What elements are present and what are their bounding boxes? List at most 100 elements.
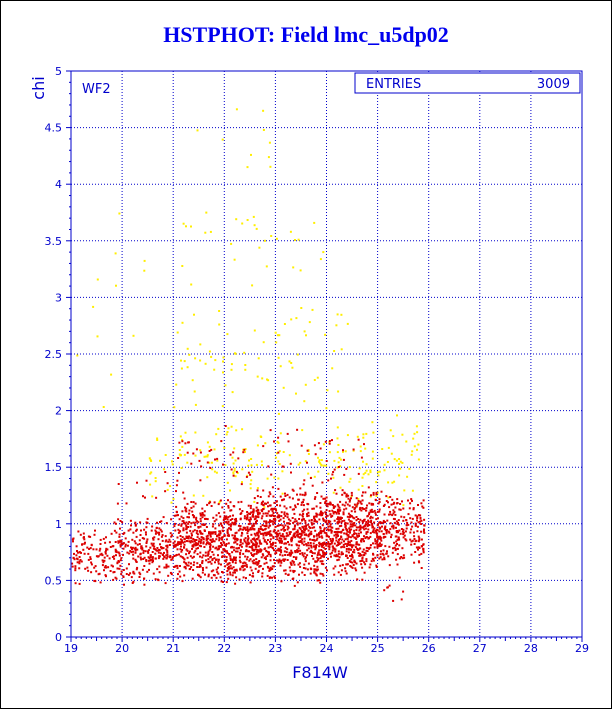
- data-point-red: [186, 540, 189, 543]
- data-point-red: [323, 555, 325, 558]
- data-point-red: [357, 518, 360, 520]
- data-point-yellow: [148, 457, 151, 460]
- data-point-red: [373, 509, 376, 512]
- data-point-yellow: [317, 456, 319, 459]
- data-point-red: [368, 524, 371, 527]
- data-point-red: [178, 543, 181, 545]
- data-point-red: [390, 525, 393, 528]
- data-point-red: [105, 575, 107, 578]
- data-point-yellow: [194, 357, 197, 360]
- data-point-red: [178, 541, 181, 544]
- data-point-red: [199, 514, 202, 517]
- data-point-red: [117, 551, 120, 554]
- data-point-red: [363, 561, 366, 564]
- data-point-red: [327, 479, 330, 482]
- data-point-red: [272, 495, 275, 498]
- data-point-red: [322, 517, 325, 520]
- data-point-red: [162, 557, 165, 560]
- data-point-red: [118, 567, 121, 570]
- data-point-red: [252, 522, 255, 525]
- data-point-red: [350, 548, 353, 551]
- data-point-red: [269, 520, 271, 523]
- data-point-red: [343, 532, 346, 535]
- data-point-red: [219, 576, 222, 579]
- data-point-red: [257, 551, 260, 554]
- data-point-red: [76, 561, 79, 564]
- data-point-red: [236, 550, 239, 553]
- data-point-red: [281, 535, 284, 538]
- data-point-red: [279, 495, 282, 498]
- data-point-red: [349, 523, 352, 526]
- data-point-red: [328, 440, 331, 442]
- data-point-red: [207, 573, 210, 576]
- data-point-red: [212, 545, 215, 548]
- data-point-red: [273, 522, 276, 524]
- data-point-yellow: [324, 333, 327, 336]
- data-point-yellow: [359, 445, 362, 448]
- data-point-red: [132, 557, 135, 560]
- data-point-red: [337, 541, 340, 544]
- data-point-red: [189, 555, 192, 558]
- data-point-red: [219, 532, 222, 535]
- data-point-yellow: [318, 459, 321, 462]
- data-point-red: [234, 518, 236, 521]
- data-point-red: [182, 520, 185, 523]
- data-point-red: [416, 517, 419, 519]
- data-point-red: [359, 554, 361, 557]
- data-point-red: [279, 560, 282, 563]
- data-point-yellow: [230, 363, 233, 366]
- data-point-red: [139, 552, 142, 555]
- data-point-red: [329, 538, 332, 540]
- data-point-red: [343, 491, 346, 494]
- data-point-red: [388, 506, 391, 509]
- data-point-red: [300, 444, 303, 447]
- data-point-yellow: [242, 448, 245, 451]
- data-point-red: [314, 496, 317, 499]
- data-point-red: [383, 558, 386, 561]
- data-point-red: [224, 518, 227, 520]
- data-point-yellow: [210, 355, 213, 358]
- data-point-yellow: [362, 473, 365, 476]
- data-point-red: [256, 532, 258, 535]
- data-point-red: [194, 521, 197, 524]
- data-point-red: [305, 533, 308, 536]
- data-point-yellow: [277, 412, 280, 415]
- data-point-red: [347, 497, 350, 500]
- data-point-red: [325, 538, 328, 541]
- data-point-red: [207, 553, 210, 555]
- data-point-red: [265, 502, 267, 505]
- data-point-red: [313, 539, 316, 542]
- data-point-red: [103, 559, 106, 562]
- data-point-red: [268, 551, 270, 554]
- data-point-yellow: [313, 221, 316, 224]
- data-point-red: [120, 543, 123, 546]
- x-tick-label: 25: [371, 642, 385, 655]
- data-point-red: [275, 531, 278, 534]
- data-point-red: [122, 533, 125, 535]
- data-point-red: [273, 562, 276, 565]
- data-point-red: [286, 522, 289, 525]
- data-point-red: [307, 514, 310, 517]
- data-point-yellow: [322, 443, 325, 446]
- data-point-red: [125, 567, 128, 570]
- data-point-red: [102, 561, 105, 564]
- data-point-red: [276, 515, 279, 518]
- data-point-red: [192, 544, 195, 547]
- data-point-red: [350, 539, 353, 542]
- data-point-red: [320, 495, 323, 498]
- data-point-red: [328, 535, 330, 538]
- data-point-red: [400, 528, 403, 530]
- data-point-red: [105, 549, 107, 552]
- data-point-red: [422, 530, 425, 533]
- data-point-red: [280, 537, 283, 540]
- data-point-red: [403, 534, 406, 537]
- data-point-red: [305, 543, 308, 546]
- data-point-red: [313, 571, 316, 574]
- data-point-red: [134, 551, 137, 554]
- data-point-red: [351, 553, 353, 556]
- data-point-red: [201, 507, 204, 510]
- data-point-red: [355, 542, 358, 545]
- data-point-yellow: [267, 379, 270, 382]
- data-point-red: [247, 541, 250, 544]
- data-point-yellow: [149, 458, 152, 461]
